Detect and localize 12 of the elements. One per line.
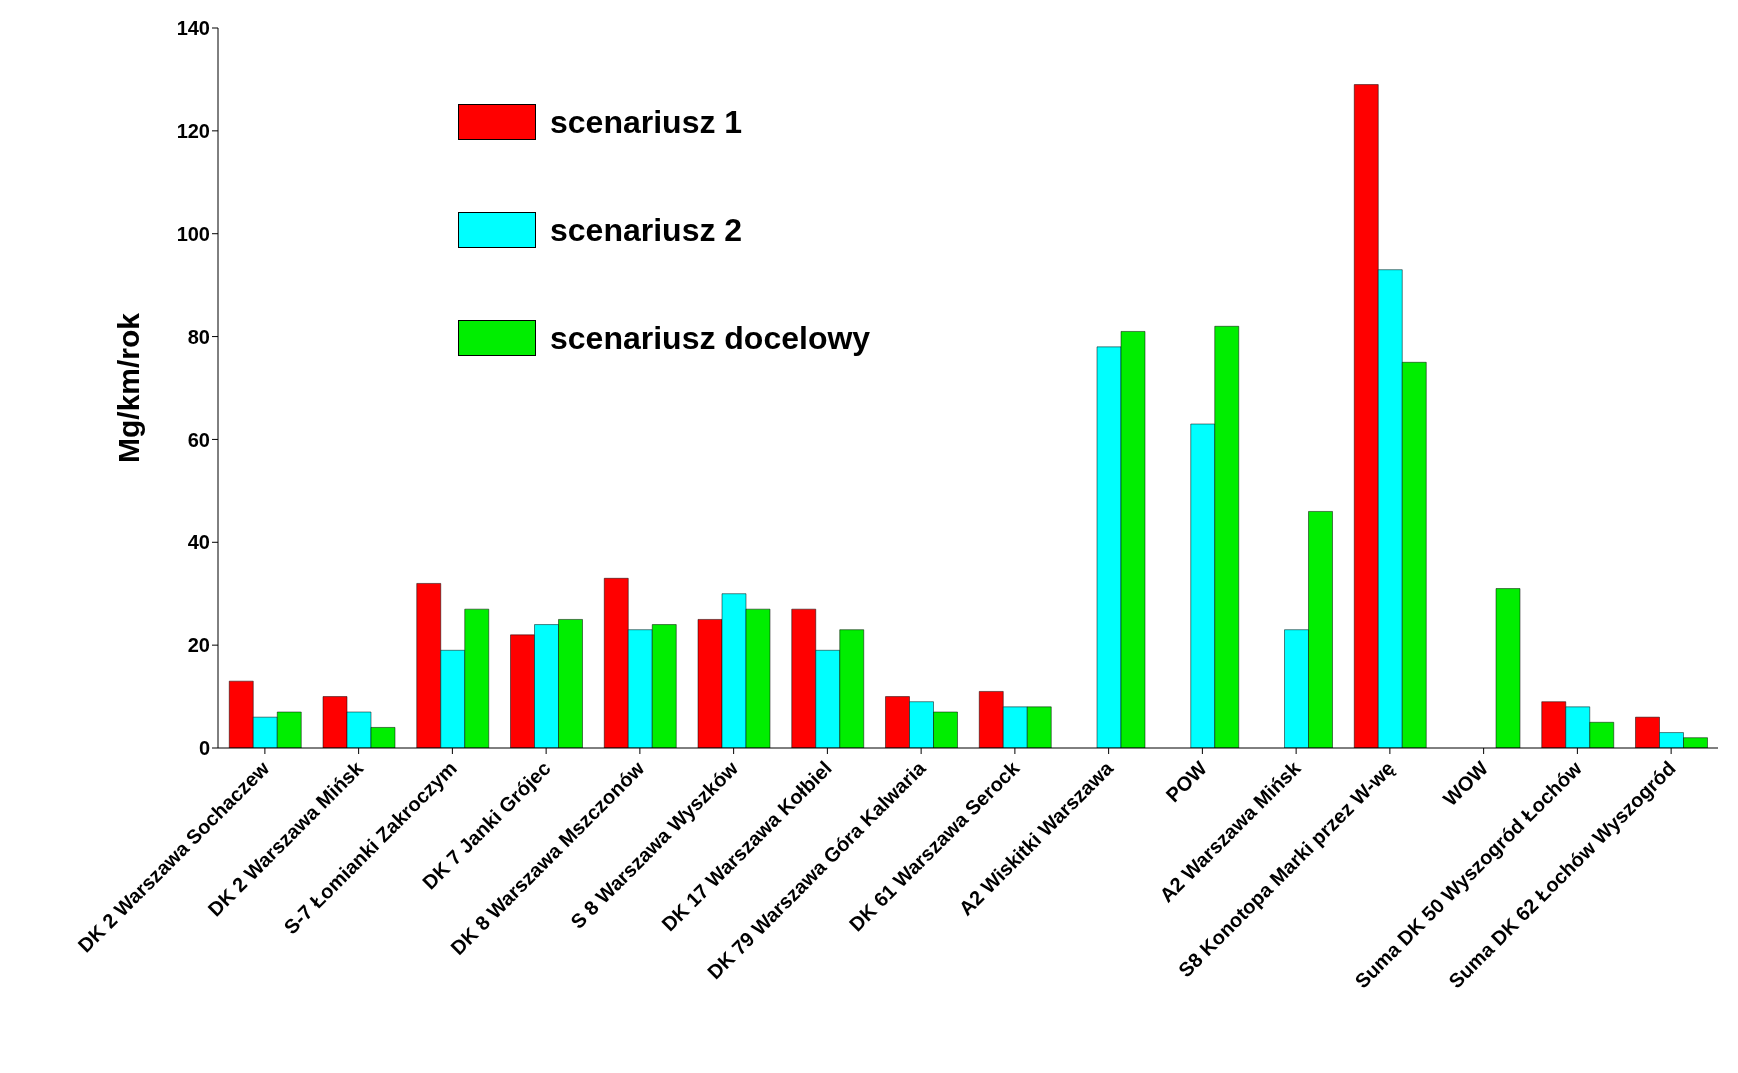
y-axis-title: Mg/km/rok <box>111 312 145 464</box>
y-tick-label: 100 <box>176 222 210 245</box>
y-tick-label: 140 <box>176 17 210 40</box>
y-tick-label: 60 <box>187 428 210 451</box>
y-tick-label: 40 <box>187 531 210 554</box>
y-tick-label: 80 <box>187 325 210 348</box>
y-tick-label: 20 <box>187 634 210 657</box>
legend-label: scenariusz 2 <box>550 211 743 249</box>
legend-label: scenariusz 1 <box>550 103 743 141</box>
y-tick-label: 120 <box>176 119 210 142</box>
y-tick-label: 0 <box>198 737 210 760</box>
legend-label: scenariusz docelowy <box>550 319 871 357</box>
